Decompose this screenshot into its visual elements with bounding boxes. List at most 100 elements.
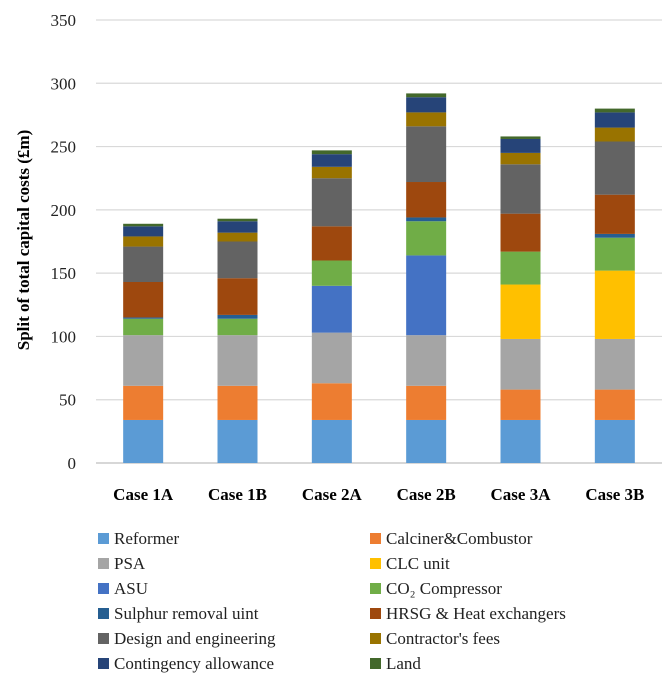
bar-segment bbox=[500, 251, 541, 285]
bar-segment bbox=[406, 217, 447, 222]
legend-label: Contractor's fees bbox=[386, 628, 500, 648]
bar-segment bbox=[217, 221, 258, 233]
x-category-labels: Case 1A Case 1B Case 2A Case 2B Case 3A Case … bbox=[113, 485, 644, 504]
bar-segment bbox=[500, 136, 541, 139]
legend-swatch bbox=[98, 533, 109, 544]
legend-swatch bbox=[98, 633, 109, 644]
bar-segment bbox=[406, 182, 447, 218]
legend-swatch bbox=[98, 608, 109, 619]
bar-segment bbox=[594, 112, 635, 128]
bar-segment bbox=[311, 178, 352, 227]
legend-item: Calciner&Combustor bbox=[370, 526, 642, 551]
bar-segment bbox=[217, 314, 258, 319]
y-tick-label: 250 bbox=[51, 138, 77, 157]
bar-segment bbox=[500, 138, 541, 153]
bar-segment bbox=[123, 246, 164, 283]
y-tick-labels: 0 50 100 150 200 250 300 350 bbox=[51, 11, 77, 473]
bar-segment bbox=[311, 285, 352, 333]
bar-segment bbox=[406, 126, 447, 183]
bar-segment bbox=[594, 127, 635, 142]
y-tick-label: 300 bbox=[51, 74, 77, 93]
legend-item: Sulphur removal uint bbox=[98, 601, 370, 626]
legend-swatch bbox=[370, 633, 381, 644]
bars bbox=[123, 93, 635, 463]
legend-label: CO₂ Compressor bbox=[386, 578, 502, 598]
y-tick-label: 50 bbox=[59, 391, 76, 410]
y-tick-label: 350 bbox=[51, 11, 77, 30]
legend-item: Reformer bbox=[98, 526, 370, 551]
bar-segment bbox=[217, 385, 258, 420]
x-category-label: Case 3B bbox=[585, 485, 644, 504]
legend-label: Calciner&Combustor bbox=[386, 528, 533, 548]
bar-segment bbox=[123, 226, 164, 237]
legend-item: HRSG & Heat exchangers bbox=[370, 601, 642, 626]
bar-segment bbox=[594, 338, 635, 390]
legend-item: Land bbox=[370, 651, 642, 676]
bar-segment bbox=[311, 419, 352, 463]
bar-segment bbox=[500, 284, 541, 339]
bar-segment bbox=[406, 419, 447, 463]
bar-segment bbox=[217, 419, 258, 463]
x-category-label: Case 1B bbox=[208, 485, 267, 504]
bar-segment bbox=[123, 223, 164, 227]
bar-segment bbox=[217, 241, 258, 279]
legend-label: Contingency allowance bbox=[114, 653, 275, 673]
legend-swatch bbox=[370, 558, 381, 569]
x-category-label: Case 2A bbox=[302, 485, 363, 504]
bar-segment bbox=[217, 278, 258, 315]
x-category-label: Case 2B bbox=[397, 485, 456, 504]
legend-swatch bbox=[98, 658, 109, 669]
legend-item: CO₂ Compressor bbox=[370, 576, 642, 601]
bar-segment bbox=[311, 226, 352, 261]
y-axis-title: Split of total capital costs (£m) bbox=[14, 130, 33, 351]
legend-label: HRSG & Heat exchangers bbox=[386, 603, 566, 623]
legend-swatch bbox=[98, 583, 109, 594]
legend-item: CLC unit bbox=[370, 551, 642, 576]
bar-segment bbox=[594, 419, 635, 463]
bar-segment bbox=[217, 335, 258, 386]
legend-label: CLC unit bbox=[386, 553, 450, 573]
bar-segment bbox=[406, 221, 447, 256]
bar-segment bbox=[311, 154, 352, 167]
legend-label: Reformer bbox=[114, 528, 180, 548]
bar-segment bbox=[406, 112, 447, 127]
bar-segment bbox=[594, 108, 635, 113]
bar-segment bbox=[123, 318, 164, 336]
bar-segment bbox=[594, 141, 635, 195]
bar-segment bbox=[594, 270, 635, 339]
legend-swatch bbox=[370, 608, 381, 619]
legend-item: ASU bbox=[98, 576, 370, 601]
y-tick-label: 150 bbox=[51, 264, 77, 283]
x-category-label: Case 3A bbox=[491, 485, 552, 504]
legend-label: Sulphur removal uint bbox=[114, 603, 259, 623]
bar-segment bbox=[500, 164, 541, 214]
gridlines bbox=[96, 19, 662, 464]
bar-segment bbox=[500, 338, 541, 390]
legend-item: PSA bbox=[98, 551, 370, 576]
bar-segment bbox=[311, 150, 352, 155]
legend-item: Design and engineering bbox=[98, 626, 370, 651]
bar-segment bbox=[123, 385, 164, 420]
bar-segment bbox=[217, 218, 258, 222]
legend: Reformer Calciner&Combustor PSA CLC unit ASU… bbox=[98, 526, 668, 676]
bar-segment bbox=[217, 232, 258, 242]
legend-label: Design and engineering bbox=[114, 628, 276, 648]
bar-segment bbox=[594, 233, 635, 238]
y-tick-label: 100 bbox=[51, 327, 77, 346]
bar-segment bbox=[406, 385, 447, 420]
bar-segment bbox=[500, 389, 541, 420]
bar-segment bbox=[500, 213, 541, 252]
bar-segment bbox=[123, 419, 164, 463]
bar-segment bbox=[311, 383, 352, 420]
bar-segment bbox=[406, 93, 447, 98]
bar-segment bbox=[594, 194, 635, 234]
legend-item: Contractor's fees bbox=[370, 626, 642, 651]
legend-label: PSA bbox=[114, 553, 146, 573]
y-tick-label: 200 bbox=[51, 201, 77, 220]
bar-segment bbox=[311, 260, 352, 286]
y-tick-label: 0 bbox=[68, 454, 77, 473]
bar-segment bbox=[217, 318, 258, 336]
bar-segment bbox=[594, 237, 635, 271]
legend-label: ASU bbox=[114, 578, 149, 598]
